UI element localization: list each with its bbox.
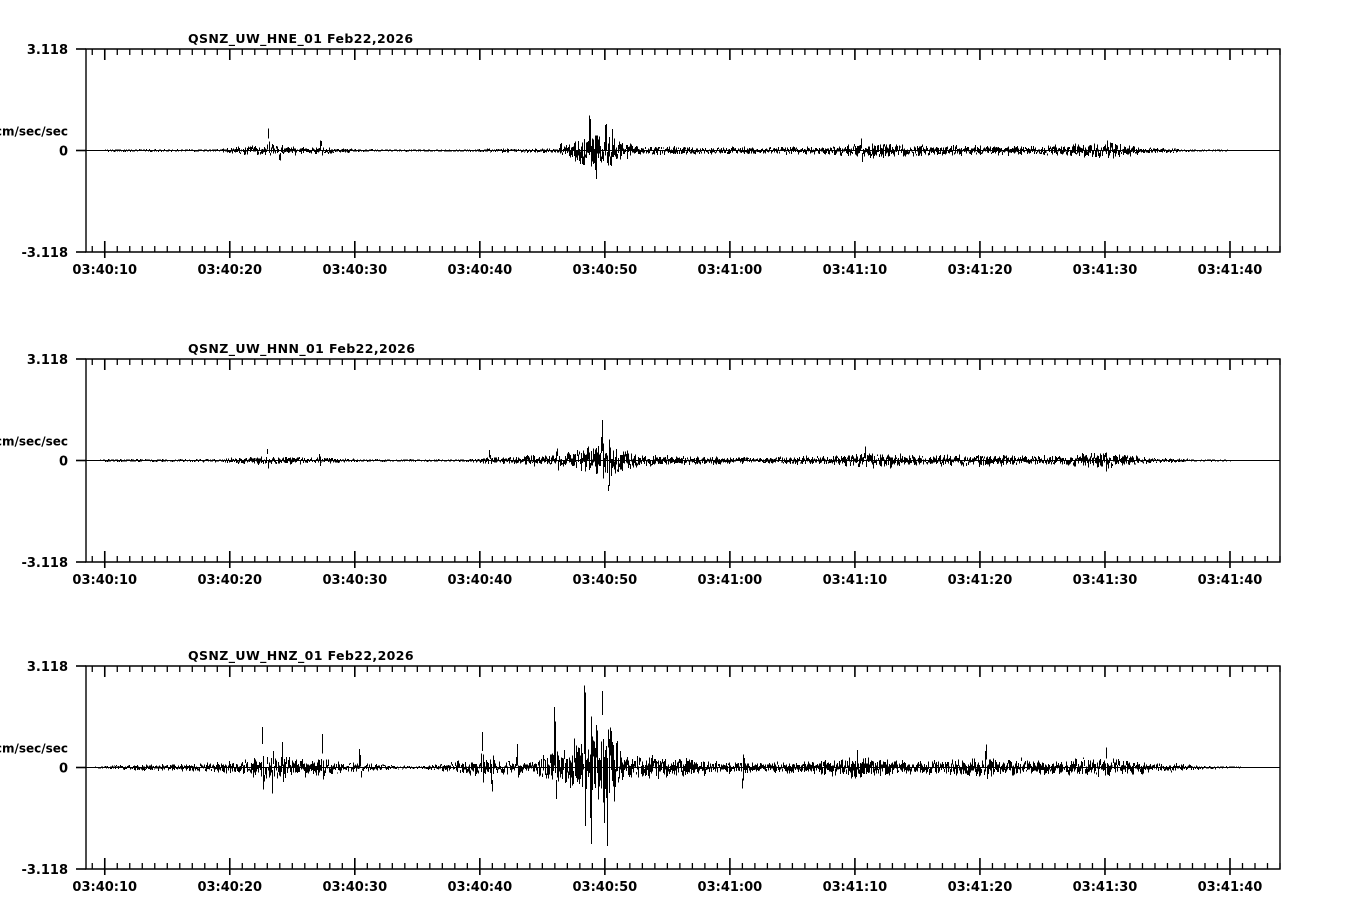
x-tick-label: 03:40:30 [322,880,387,895]
x-tick-label: 03:40:50 [573,263,638,278]
axis-ticks [76,358,1281,568]
panel-title: QSNZ_UW_HNZ_01 Feb22,2026 [188,648,414,664]
x-tick-label: 03:40:10 [72,573,137,588]
y-axis-min-label: -3.118 [21,556,68,571]
y-axis-zero-label: 0 [59,455,68,470]
y-axis-min-label: -3.118 [21,863,68,878]
x-tick-label: 03:40:20 [197,880,262,895]
x-tick-label: 03:41:10 [823,263,888,278]
x-tick-label: 03:41:30 [1073,573,1138,588]
axis-ticks [76,48,1281,258]
x-tick-label: 03:40:40 [447,573,512,588]
x-tick-label: 03:41:40 [1198,573,1263,588]
x-tick-label: 03:41:00 [698,263,763,278]
y-axis-unit-label: cm/sec/sec [0,125,68,139]
y-axis-zero-label: 0 [59,145,68,160]
x-tick-label: 03:41:00 [698,573,763,588]
panel-canvas-hne: 3.118 0 -3.118 cm/sec/sec 03:40:10 03:40:20 03… [0,31,1281,278]
x-tick-label: 03:41:30 [1073,880,1138,895]
x-tick-label: 03:40:40 [447,263,512,278]
axis-ticks [76,665,1281,875]
waveform-trace-hne [86,115,1280,179]
x-tick-label: 03:41:30 [1073,263,1138,278]
panel-title: QSNZ_UW_HNE_01 Feb22,2026 [188,31,413,47]
x-tick-label: 03:40:30 [322,573,387,588]
x-tick-label: 03:40:20 [197,573,262,588]
y-axis-min-label: -3.118 [21,246,68,261]
y-axis-unit-label: cm/sec/sec [0,742,68,756]
y-axis-max-label: 3.118 [27,353,68,368]
y-axis-max-label: 3.118 [27,43,68,58]
panel-title: QSNZ_UW_HNN_01 Feb22,2026 [188,341,415,357]
seismogram-panel-hnn: 3.118 0 -3.118 cm/sec/sec 03:40:10 03:40:20 03… [0,310,1358,618]
x-tick-label: 03:40:10 [72,263,137,278]
x-tick-label: 03:41:40 [1198,263,1263,278]
x-tick-label: 03:41:10 [823,573,888,588]
x-tick-label: 03:40:10 [72,880,137,895]
y-axis-max-label: 3.118 [27,660,68,675]
seismogram-panel-hnz: 3.118 0 -3.118 cm/sec/sec 03:40:10 03:40:20 03… [0,617,1358,924]
seismogram-panel-hne: 3.118 0 -3.118 cm/sec/sec 03:40:10 03:40:20 03… [0,0,1358,308]
x-tick-label: 03:41:10 [823,880,888,895]
x-tick-label: 03:40:20 [197,263,262,278]
y-axis-zero-label: 0 [59,762,68,777]
x-tick-label: 03:41:00 [698,880,763,895]
x-tick-label: 03:41:40 [1198,880,1263,895]
panel-canvas-hnn: 3.118 0 -3.118 cm/sec/sec 03:40:10 03:40:20 03… [0,341,1281,588]
y-axis-unit-label: cm/sec/sec [0,435,68,449]
panel-canvas-hnz: 3.118 0 -3.118 cm/sec/sec 03:40:10 03:40:20 03… [0,648,1281,895]
x-tick-label: 03:41:20 [948,573,1013,588]
waveform-trace-hnz [86,685,1280,847]
x-tick-label: 03:40:40 [447,880,512,895]
x-tick-label: 03:40:30 [322,263,387,278]
x-tick-label: 03:41:20 [948,263,1013,278]
x-tick-label: 03:41:20 [948,880,1013,895]
x-tick-label: 03:40:50 [573,573,638,588]
waveform-trace-hnn [86,420,1280,492]
x-tick-label: 03:40:50 [573,880,638,895]
